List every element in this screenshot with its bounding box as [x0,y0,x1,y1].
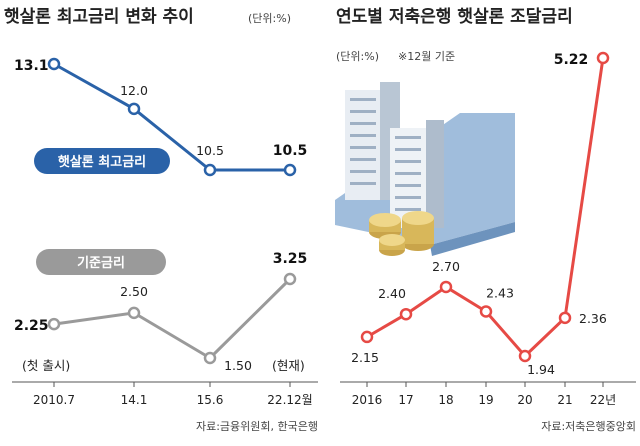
base-rate-point [203,351,217,365]
funding-rate-label: 5.22 [554,52,589,68]
rate-cap-point [283,163,297,177]
rate-cap-line [53,62,290,172]
left-unit-label: (단위:%) [248,12,291,25]
left-x-tick-label: 22.12월 [267,393,312,407]
base-rate-label: 2.25 [14,318,49,334]
funding-rate-label: 2.70 [432,259,460,274]
label-pill-bottom: 기준금리 [36,249,166,275]
right-x-tick-label: 19 [478,393,493,407]
left-source: 자료:금융위원회, 한국은행 [196,420,318,433]
base-rate-label: 3.25 [273,251,308,267]
base-rate-line [53,277,292,360]
coins-icon [369,211,434,256]
rate-cap-label: 10.5 [273,143,308,159]
funding-rate-point [518,349,532,363]
funding-rate-label: 2.36 [579,311,607,326]
right-x-tick-label: 17 [398,393,413,407]
right-x-tick-label: 20 [517,393,532,407]
right-note: ※12월 기준 [398,50,455,63]
rate-cap-label: 13.1 [14,58,49,74]
label-pill-top-text: 햇살론 최고금리 [58,154,146,170]
funding-rate-label: 2.43 [486,285,514,300]
funding-rate-point [360,330,374,344]
funding-rate-label: 1.94 [527,362,555,377]
funding-rate-point [439,280,453,294]
funding-rate-point [399,307,413,321]
base-rate-label: 2.50 [120,284,148,299]
label-pill-top: 햇살론 최고금리 [34,148,170,174]
rate-cap-point [47,57,61,71]
left-x-tick-label: 15.6 [197,393,224,407]
funding-rate-point [479,305,493,318]
plot-layer: 13.1 12.0 10.5 10.5 2.25 2.50 1.50 3.25 2010.7 14… [14,51,616,407]
funding-rate-label: 2.40 [378,286,406,301]
left-x-tick-label: 2010.7 [33,393,75,407]
funding-rate-label: 2.15 [351,350,379,365]
base-rate-point [283,272,297,286]
base-rate-point [127,306,141,320]
left-chart-title: 햇살론 최고금리 변화 추이 [4,7,194,27]
note-first-launch: (첫 출시) [22,358,70,373]
funding-rate-point [596,51,610,65]
right-source: 자료:저축은행중앙회 [541,420,636,433]
note-current: (현재) [272,358,305,373]
right-x-tick-label: 22년 [590,393,616,407]
rate-cap-point [127,102,141,116]
base-rate-label: 1.50 [224,358,252,373]
rate-cap-point [203,163,217,177]
right-unit-label: (단위:%) [336,50,379,63]
right-x-tick-label: 21 [557,393,572,407]
right-chart-title: 연도별 저축은행 햇살론 조달금리 [336,6,573,27]
label-pill-bottom-text: 기준금리 [77,255,125,271]
right-x-tick-label: 2016 [352,393,383,407]
rate-cap-label: 10.5 [196,143,224,158]
base-rate-point [47,317,61,331]
rate-cap-label: 12.0 [120,83,148,98]
right-x-tick-label: 18 [438,393,453,407]
left-x-tick-label: 14.1 [121,393,148,407]
building-illustration [335,82,515,256]
funding-rate-point [558,311,572,325]
